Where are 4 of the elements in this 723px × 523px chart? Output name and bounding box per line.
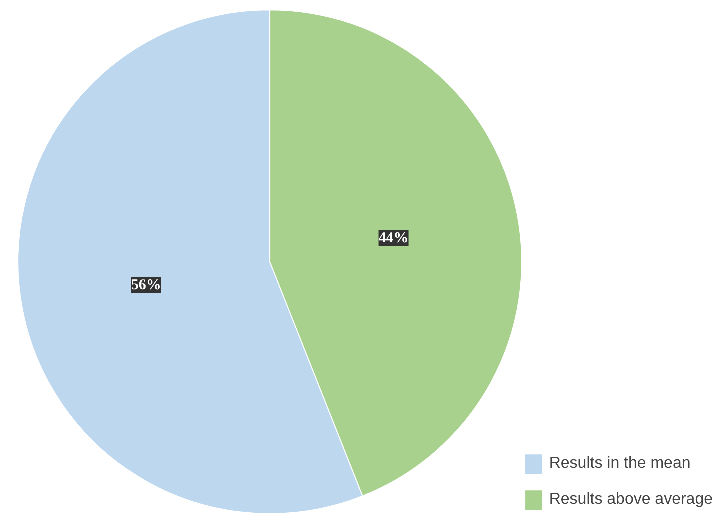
legend-label: Results in the mean	[549, 455, 691, 473]
data-label: 44%	[378, 230, 409, 246]
data-label: 56%	[131, 278, 162, 294]
legend-label: Results above average	[549, 491, 713, 509]
